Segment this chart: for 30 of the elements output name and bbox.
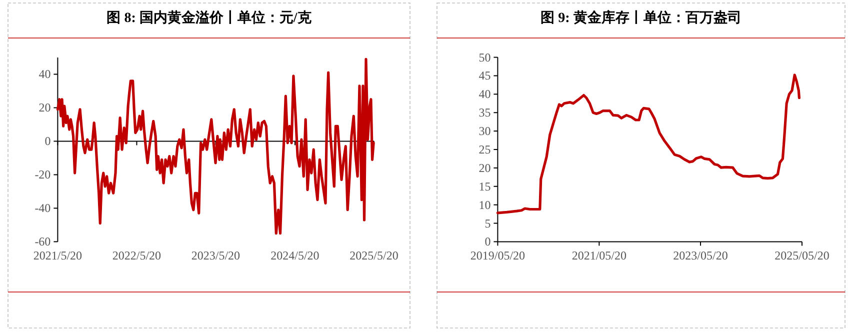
x-tick-label: 2019/05/20 (470, 248, 526, 263)
x-tick-label: 2021/05/20 (572, 248, 627, 263)
y-tick-label: -40 (34, 201, 51, 216)
x-tick-label: 2023/05/20 (673, 248, 728, 263)
y-tick-label: 20 (38, 100, 51, 115)
y-tick-label: 0 (484, 234, 491, 249)
chart-title: 图 9: 黄金库存丨单位：百万盎司 (540, 9, 742, 26)
line-series (56, 58, 375, 235)
y-tick-label: 20 (478, 160, 491, 175)
x-tick-label: 2025/05/20 (774, 248, 830, 263)
y-tick-label: 40 (38, 67, 51, 82)
y-tick-label: 40 (478, 87, 491, 102)
chart-title: 图 8: 国内黄金溢价丨单位：元/克 (106, 10, 312, 26)
x-tick-label: 2021/5/20 (33, 248, 82, 263)
x-tick-label: 2024/5/20 (270, 248, 320, 263)
y-tick-label: 45 (478, 68, 491, 83)
y-tick-label: 5 (484, 216, 491, 230)
y-tick-label: 15 (478, 179, 491, 194)
x-tick-label: 2025/5/20 (350, 248, 398, 263)
y-tick-label: 10 (478, 198, 491, 212)
y-tick-label: 30 (478, 124, 491, 138)
y-tick-label: -60 (34, 234, 51, 249)
x-tick-label: 2023/5/20 (191, 248, 240, 263)
y-tick-label: 50 (478, 50, 491, 64)
y-tick-label: 35 (478, 106, 491, 120)
y-tick-label: -20 (34, 168, 51, 182)
y-tick-label: 0 (44, 134, 51, 148)
y-tick-label: 25 (478, 142, 491, 156)
x-tick-label: 2022/5/20 (112, 248, 162, 263)
line-series (496, 74, 801, 214)
